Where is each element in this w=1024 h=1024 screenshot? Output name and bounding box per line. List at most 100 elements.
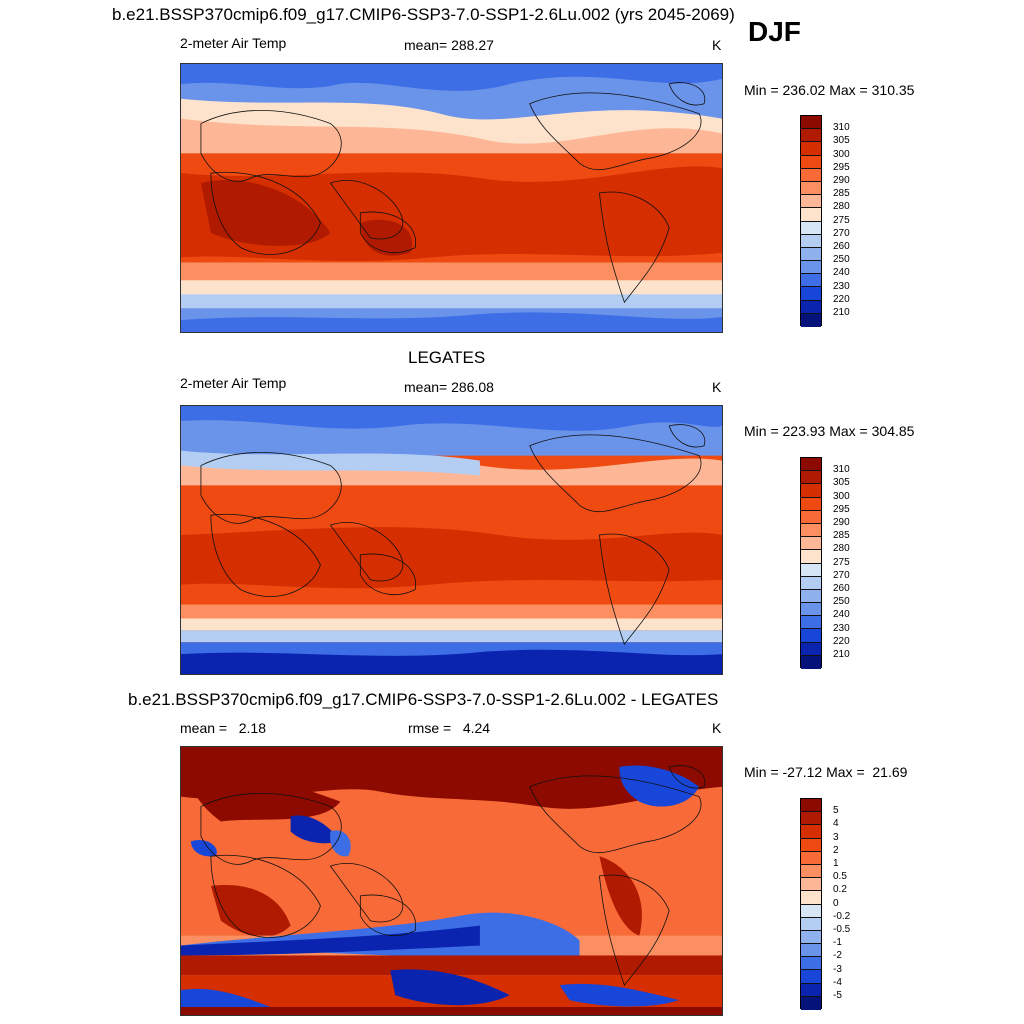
panel2-mean: mean= 286.08 — [404, 379, 494, 395]
panel1-map-svg — [181, 64, 722, 332]
colorbar-tick-label: 2 — [833, 844, 839, 856]
colorbar-swatch — [801, 825, 821, 839]
colorbar-swatch — [801, 247, 821, 262]
colorbar-swatch — [801, 550, 821, 564]
colorbar-swatch — [801, 878, 821, 892]
figure-title: b.e21.BSSP370cmip6.f09_g17.CMIP6-SSP3-7.… — [112, 5, 735, 24]
colorbar-swatch — [801, 523, 821, 538]
colorbar-tick-label: 0.2 — [833, 884, 847, 896]
panel1-minmax: Min = 236.02 Max = 310.35 — [744, 82, 915, 98]
colorbar-swatch — [801, 642, 821, 656]
colorbar-tick-label: 310 — [833, 122, 850, 134]
panel1-units: K — [712, 37, 722, 53]
colorbar-swatch — [801, 655, 821, 669]
colorbar-tick-label: -1 — [833, 937, 842, 949]
panel3-units: K — [712, 720, 722, 736]
colorbar-swatch — [801, 838, 821, 852]
colorbar-tick-label: 250 — [833, 254, 850, 266]
panel2-colorbar — [800, 457, 822, 669]
panel2-minmax: Min = 223.93 Max = 304.85 — [744, 423, 915, 439]
colorbar-tick-label: 210 — [833, 307, 850, 318]
colorbar-swatch — [801, 510, 821, 524]
colorbar-tick-label: 220 — [833, 635, 850, 647]
colorbar-tick-label: 290 — [833, 175, 850, 186]
panel3-map — [180, 746, 723, 1016]
colorbar-swatch — [801, 983, 821, 997]
season-label: DJF — [748, 16, 801, 47]
colorbar-tick-label: 260 — [833, 583, 850, 594]
colorbar-swatch — [801, 287, 821, 301]
panel3-colorbar — [800, 798, 822, 1010]
panel2-section-title: LEGATES — [408, 348, 486, 367]
colorbar-swatch — [801, 181, 821, 196]
panel2-map-svg — [181, 406, 722, 674]
panel2-map — [180, 405, 723, 675]
colorbar-swatch — [801, 603, 821, 617]
colorbar-tick-label: 280 — [833, 201, 850, 213]
colorbar-swatch — [801, 563, 821, 577]
colorbar-tick-label: -4 — [833, 976, 842, 988]
colorbar-swatch — [801, 970, 821, 984]
colorbar-swatch — [801, 589, 821, 604]
colorbar-tick-label: 290 — [833, 517, 850, 528]
colorbar-swatch — [801, 142, 821, 156]
colorbar-swatch — [801, 458, 821, 472]
colorbar-tick-label: 270 — [833, 227, 850, 239]
colorbar-tick-label: 230 — [833, 622, 850, 634]
panel2-variable: 2-meter Air Temp — [180, 375, 287, 391]
colorbar-swatch — [801, 116, 821, 130]
colorbar-tick-label: 220 — [833, 293, 850, 305]
colorbar-swatch — [801, 195, 821, 209]
colorbar-swatch — [801, 904, 821, 918]
colorbar-swatch — [801, 917, 821, 931]
panel1-map — [180, 63, 723, 333]
colorbar-swatch — [801, 208, 821, 222]
colorbar-swatch — [801, 957, 821, 971]
colorbar-swatch — [801, 129, 821, 143]
colorbar-swatch — [801, 300, 821, 314]
colorbar-swatch — [801, 221, 821, 235]
colorbar-tick-label: 1 — [833, 858, 839, 869]
colorbar-tick-label: 4 — [833, 818, 839, 830]
colorbar-tick-label: -2 — [833, 950, 842, 962]
colorbar-tick-label: 310 — [833, 464, 850, 476]
panel3-minmax: Min = -27.12 Max = 21.69 — [744, 764, 908, 780]
panel3-section-title: b.e21.BSSP370cmip6.f09_g17.CMIP6-SSP3-7.… — [128, 690, 719, 709]
colorbar-tick-label: 240 — [833, 609, 850, 621]
colorbar-tick-label: 210 — [833, 649, 850, 660]
colorbar-tick-label: 0 — [833, 897, 839, 909]
panel1-mean: mean= 288.27 — [404, 37, 494, 53]
colorbar-tick-label: 305 — [833, 135, 850, 147]
colorbar-tick-label: 285 — [833, 530, 850, 542]
colorbar-swatch — [801, 812, 821, 826]
colorbar-swatch — [801, 537, 821, 551]
colorbar-tick-label: -0.2 — [833, 910, 851, 922]
colorbar-tick-label: -0.5 — [833, 924, 851, 935]
colorbar-tick-label: 300 — [833, 490, 850, 502]
colorbar-tick-label: -5 — [833, 990, 842, 1001]
colorbar-tick-label: 5 — [833, 805, 839, 817]
colorbar-swatch — [801, 261, 821, 275]
panel3-mean: mean = 2.18 — [180, 720, 267, 736]
colorbar-tick-label: 250 — [833, 596, 850, 608]
colorbar-tick-label: 300 — [833, 148, 850, 160]
colorbar-tick-label: 295 — [833, 161, 850, 173]
colorbar-tick-label: 275 — [833, 556, 850, 568]
colorbar-tick-label: 285 — [833, 188, 850, 200]
colorbar-swatch — [801, 996, 821, 1010]
colorbar-swatch — [801, 891, 821, 905]
colorbar-swatch — [801, 799, 821, 813]
colorbar-tick-label: 275 — [833, 214, 850, 226]
colorbar-swatch — [801, 864, 821, 879]
colorbar-tick-label: 280 — [833, 543, 850, 555]
colorbar-swatch — [801, 313, 821, 327]
panel3-rmse: rmse = 4.24 — [408, 720, 491, 736]
panel1-colorbar — [800, 115, 822, 327]
colorbar-swatch — [801, 168, 821, 182]
colorbar-swatch — [801, 155, 821, 169]
colorbar-swatch — [801, 629, 821, 643]
colorbar-tick-label: 240 — [833, 267, 850, 279]
colorbar-tick-label: 305 — [833, 477, 850, 489]
colorbar-swatch — [801, 851, 821, 865]
colorbar-swatch — [801, 274, 821, 288]
